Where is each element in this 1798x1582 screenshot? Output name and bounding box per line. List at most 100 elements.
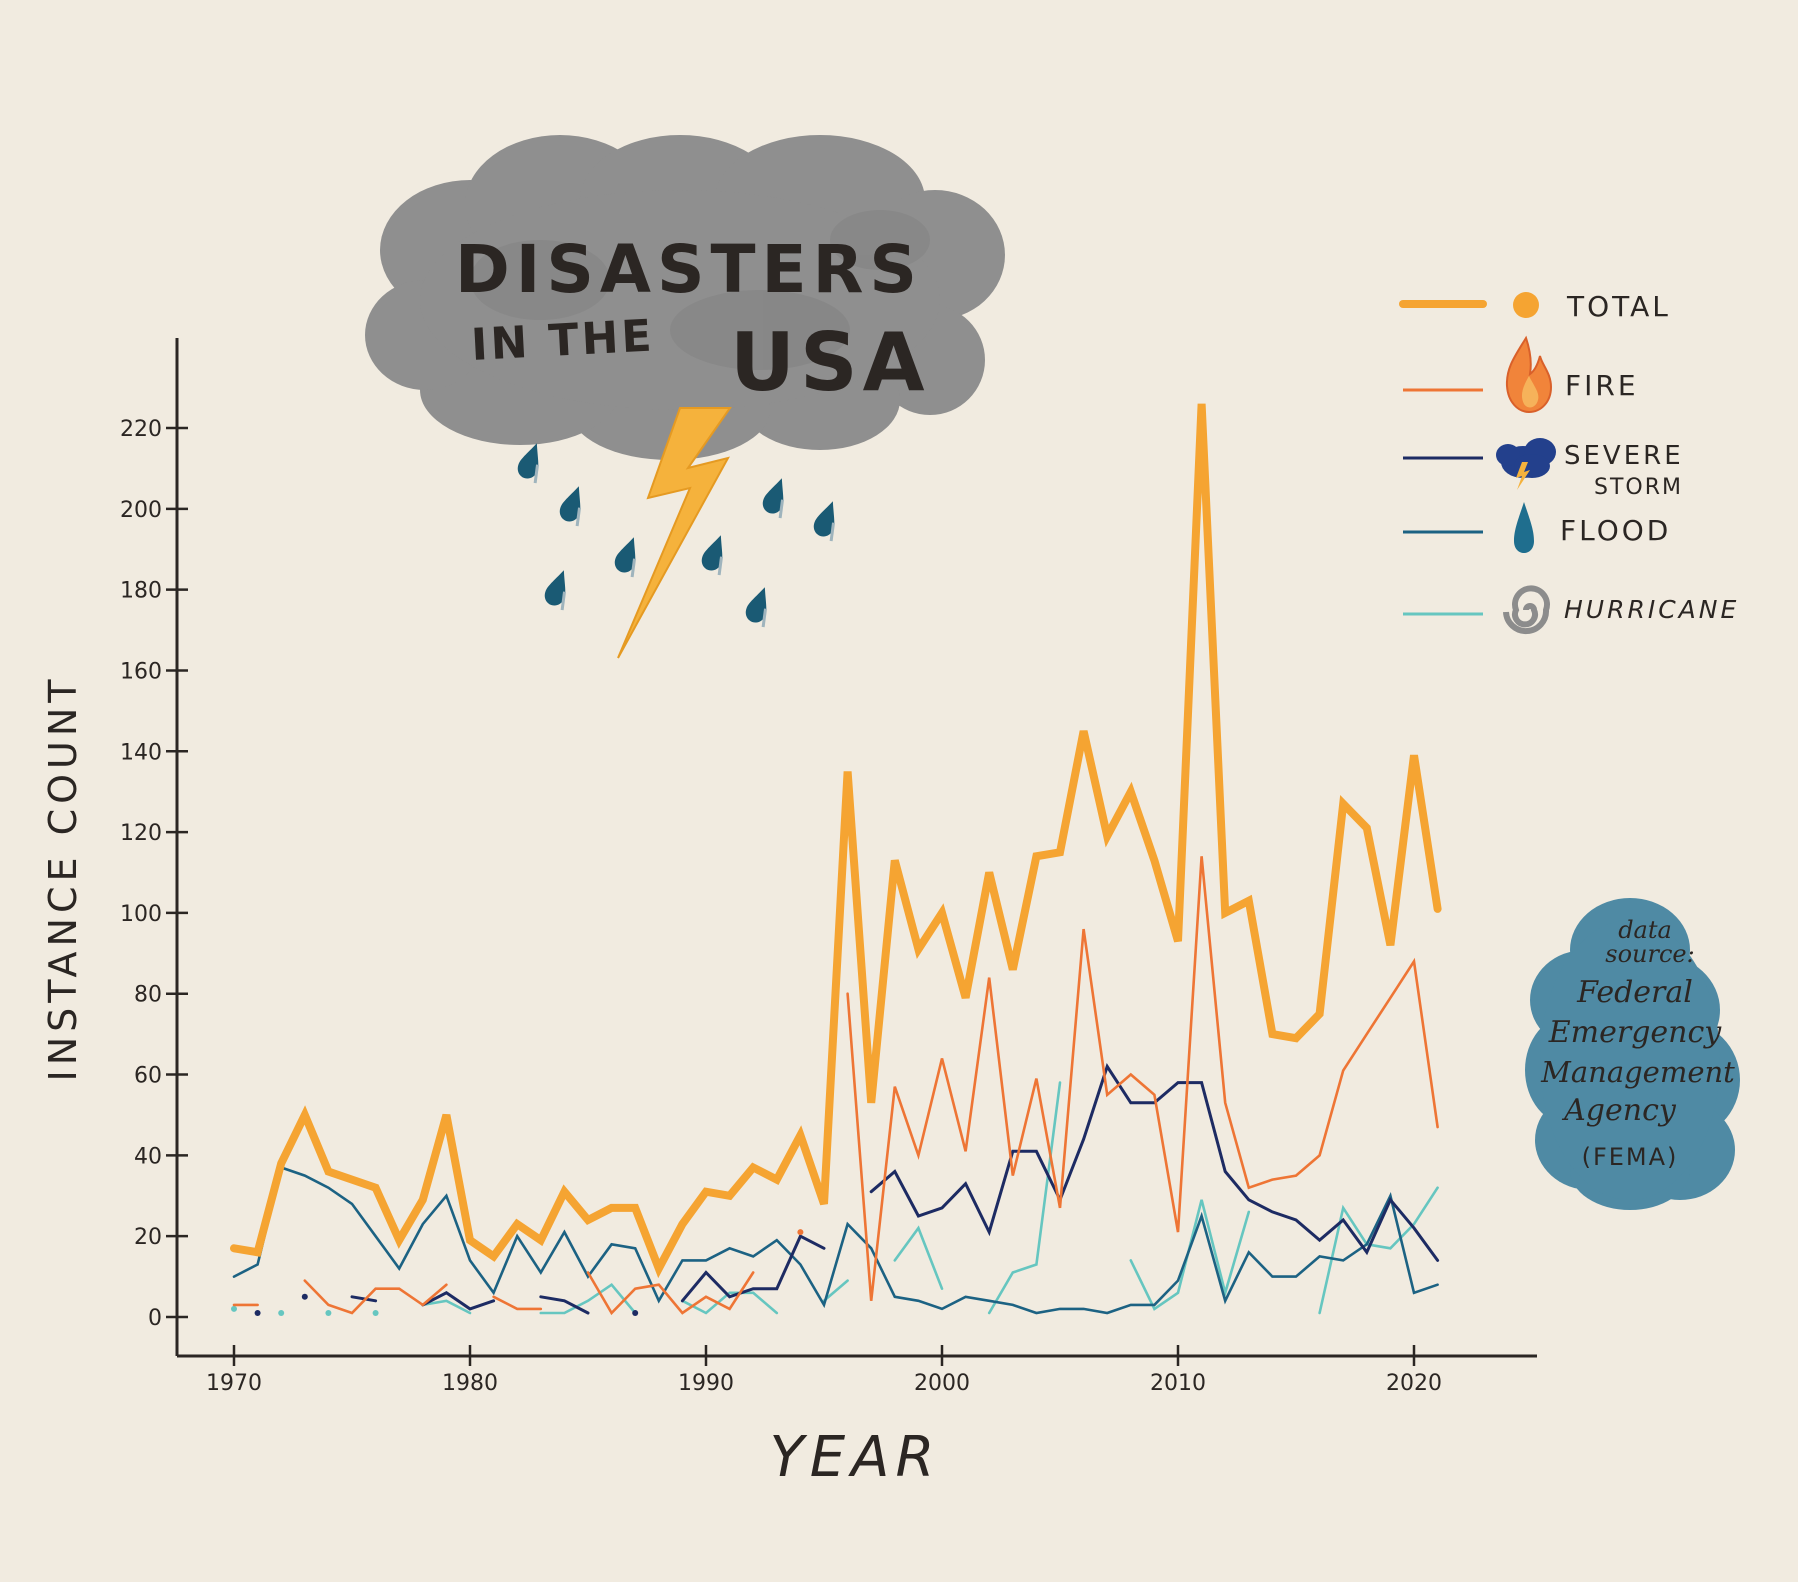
y-tick-label-60: 60 — [134, 1064, 162, 1089]
line-severe-storm-segment-7 — [869, 1063, 1440, 1262]
y-tick-label-180: 180 — [120, 579, 162, 604]
line-severe-storm-segment-6 — [680, 1234, 826, 1303]
y-tick-label-40: 40 — [134, 1144, 162, 1169]
line-fire-segment-1 — [303, 1279, 448, 1315]
point-fire-1994 — [797, 1229, 804, 1236]
legend-label-hurricane: HURRICANE — [1564, 595, 1739, 624]
y-tick-label-0: 0 — [148, 1306, 162, 1331]
legend-label-severe: SEVERE — [1564, 441, 1684, 471]
y-tick-label-100: 100 — [120, 902, 162, 927]
source-line-5: Management — [1540, 1055, 1735, 1089]
water-drop-icon — [1514, 502, 1534, 553]
title-line-1: DISASTERS — [455, 231, 923, 308]
y-tick-label-200: 200 — [120, 498, 162, 523]
y-axis-label: INSTANCE COUNT — [41, 675, 85, 1082]
source-line-4: Emergency — [1548, 1015, 1723, 1050]
x-ticks: 1970 1980 1990 2000 2010 2020 — [206, 1345, 1442, 1396]
source-line-3: Federal — [1576, 975, 1693, 1010]
point-severe-storm-1973 — [301, 1293, 308, 1300]
y-tick-label-220: 220 — [120, 417, 162, 442]
y-ticks: 0 20 40 60 80 100 120 140 160 180 200 220 — [120, 417, 188, 1331]
x-tick-label-2020: 2020 — [1386, 1371, 1442, 1396]
y-tick-label-160: 160 — [120, 659, 162, 684]
raindrop-icon — [614, 537, 636, 573]
legend-label-total: TOTAL — [1566, 290, 1671, 323]
raindrop-icon — [559, 486, 581, 522]
series-hurricane — [231, 1081, 1439, 1316]
line-fire-segment-3 — [586, 1271, 755, 1316]
x-tick-label-1980: 1980 — [442, 1371, 498, 1396]
line-severe-storm-segment-2 — [350, 1295, 378, 1303]
title-cloud — [365, 135, 1005, 460]
legend-item-hurricane: HURRICANE — [1403, 585, 1739, 635]
point-severe-storm-1971 — [254, 1309, 261, 1316]
x-tick-label-1990: 1990 — [678, 1371, 734, 1396]
line-severe-storm-segment-4 — [539, 1295, 590, 1315]
raindrop-shadow — [829, 522, 836, 542]
series-severe-storm — [254, 1063, 1440, 1316]
x-axis-label: YEAR — [770, 1425, 941, 1490]
source-line-6: Agency — [1561, 1093, 1677, 1128]
legend-label-fire: FIRE — [1565, 369, 1639, 402]
point-severe-storm-1987 — [632, 1309, 639, 1316]
raindrop-shadow — [575, 507, 582, 527]
line-hurricane-segment-5 — [539, 1282, 637, 1315]
line-hurricane-segment-10 — [1129, 1199, 1251, 1311]
raindrop-icon — [701, 535, 723, 571]
raindrop-shadow — [778, 499, 785, 519]
title-line-2-main: USA — [730, 316, 930, 409]
point-hurricane-1972 — [278, 1309, 285, 1316]
point-hurricane-1976 — [372, 1309, 379, 1316]
x-tick-label-1970: 1970 — [206, 1371, 262, 1396]
line-fire-segment-5 — [846, 856, 1439, 1301]
x-tick-label-2010: 2010 — [1150, 1371, 1206, 1396]
line-hurricane-segment-6 — [681, 1291, 779, 1315]
line-hurricane-segment-7 — [822, 1279, 849, 1303]
line-hurricane-segment-4 — [421, 1299, 472, 1315]
flame-icon — [1505, 335, 1553, 414]
legend-label-flood: FLOOD — [1560, 514, 1671, 547]
source-line-2: source: — [1605, 940, 1694, 968]
legend-item-severe-storm: SEVERE STORM — [1403, 438, 1684, 500]
source-line-7: (FEMA) — [1582, 1143, 1679, 1171]
data-source-text: data source: Federal Emergency Managemen… — [1540, 916, 1735, 1171]
raindrop-icon — [762, 478, 784, 514]
storm-cloud-icon — [1496, 438, 1556, 490]
raindrop-shadow — [717, 556, 724, 576]
line-hurricane-segment-11 — [1318, 1186, 1439, 1315]
flame-inner — [1521, 376, 1539, 408]
series-layer — [230, 403, 1442, 1316]
point-hurricane-1974 — [325, 1309, 332, 1316]
legend-label-storm: STORM — [1594, 475, 1683, 500]
y-tick-label-20: 20 — [134, 1225, 162, 1250]
line-severe-storm-segment-3 — [421, 1291, 496, 1311]
point-hurricane-1970 — [231, 1305, 237, 1312]
y-tick-label-140: 140 — [120, 740, 162, 765]
lightning-bolt-icon — [617, 407, 732, 659]
raindrop-shadow — [560, 591, 567, 611]
legend: TOTAL FIRE SEVERE STORM FLOOD — [1399, 290, 1739, 635]
raindrop-icon — [517, 443, 539, 479]
series-total — [230, 403, 1442, 1279]
legend-item-fire: FIRE — [1403, 335, 1639, 414]
x-tick-label-2000: 2000 — [914, 1371, 970, 1396]
line-total-segment-0 — [230, 403, 1442, 1279]
raindrop-shadow — [761, 608, 768, 628]
data-source-blob — [1525, 898, 1740, 1210]
title-line-2-prefix: IN THE — [470, 310, 656, 371]
raindrop-icon — [544, 570, 566, 606]
dot-icon — [1513, 292, 1539, 318]
y-tick-label-120: 120 — [120, 821, 162, 846]
raindrop-icon — [813, 501, 835, 537]
raindrop-shadow — [630, 558, 637, 578]
legend-item-flood: FLOOD — [1403, 502, 1671, 553]
y-tick-label-80: 80 — [134, 983, 162, 1008]
line-flood-segment-0 — [232, 1165, 1439, 1315]
series-flood — [232, 1165, 1439, 1315]
series-fire — [232, 856, 1439, 1316]
line-hurricane-segment-8 — [893, 1225, 944, 1290]
raindrop-icon — [745, 587, 767, 623]
spiral-icon — [1503, 585, 1550, 635]
